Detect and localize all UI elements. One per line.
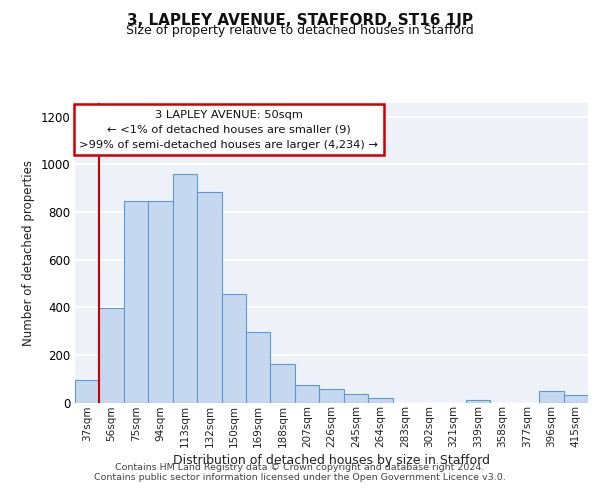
Text: Contains public sector information licensed under the Open Government Licence v3: Contains public sector information licen… xyxy=(94,472,506,482)
Bar xyxy=(539,390,563,402)
Bar xyxy=(563,396,588,402)
Bar xyxy=(124,202,148,402)
Text: 3 LAPLEY AVENUE: 50sqm
← <1% of detached houses are smaller (9)
>99% of semi-det: 3 LAPLEY AVENUE: 50sqm ← <1% of detached… xyxy=(79,110,379,150)
X-axis label: Distribution of detached houses by size in Stafford: Distribution of detached houses by size … xyxy=(173,454,490,468)
Bar xyxy=(368,398,392,402)
Bar xyxy=(319,390,344,402)
Bar xyxy=(197,192,221,402)
Y-axis label: Number of detached properties: Number of detached properties xyxy=(22,160,35,346)
Bar xyxy=(344,394,368,402)
Bar xyxy=(466,400,490,402)
Bar xyxy=(246,332,271,402)
Bar xyxy=(173,174,197,402)
Text: 3, LAPLEY AVENUE, STAFFORD, ST16 1JP: 3, LAPLEY AVENUE, STAFFORD, ST16 1JP xyxy=(127,12,473,28)
Text: Size of property relative to detached houses in Stafford: Size of property relative to detached ho… xyxy=(126,24,474,37)
Text: Contains HM Land Registry data © Crown copyright and database right 2024.: Contains HM Land Registry data © Crown c… xyxy=(115,462,485,471)
Bar xyxy=(221,294,246,403)
Bar xyxy=(75,380,100,402)
Bar xyxy=(295,384,319,402)
Bar xyxy=(271,364,295,403)
Bar xyxy=(148,202,173,402)
Bar xyxy=(100,308,124,402)
